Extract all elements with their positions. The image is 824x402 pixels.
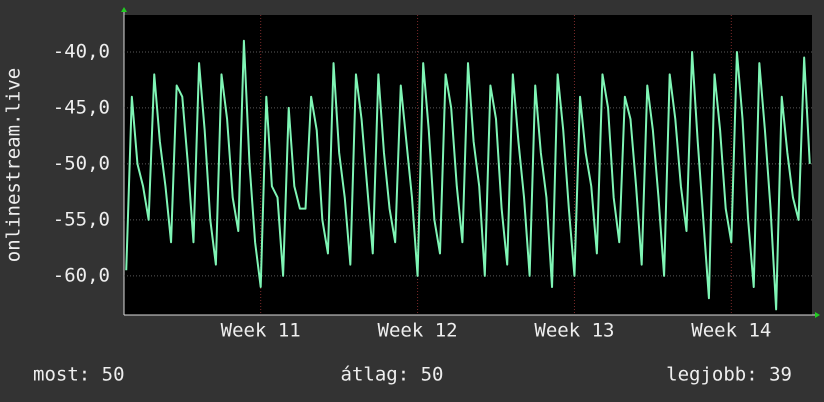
y-tick-label: -55,0 (53, 208, 110, 230)
data-line (125, 39, 811, 311)
y-tick-label: -45,0 (53, 96, 110, 118)
axis-arrow (815, 312, 820, 318)
y-tick-label: -60,0 (53, 264, 110, 286)
x-tick-label: Week 13 (534, 320, 614, 342)
footer-stat: most: 50 (33, 364, 125, 386)
y-tick-label: -50,0 (53, 152, 110, 174)
x-tick-label: Week 14 (691, 320, 771, 342)
axis-arrow (121, 7, 127, 12)
x-tick-label: Week 11 (221, 320, 301, 342)
y-tick-label: -40,0 (53, 40, 110, 62)
footer-stat: átlag: 50 (341, 364, 444, 386)
x-tick-label: Week 12 (378, 320, 458, 342)
y-axis-label: onlinestream.live (3, 68, 25, 262)
footer-stat: legjobb: 39 (666, 364, 792, 386)
